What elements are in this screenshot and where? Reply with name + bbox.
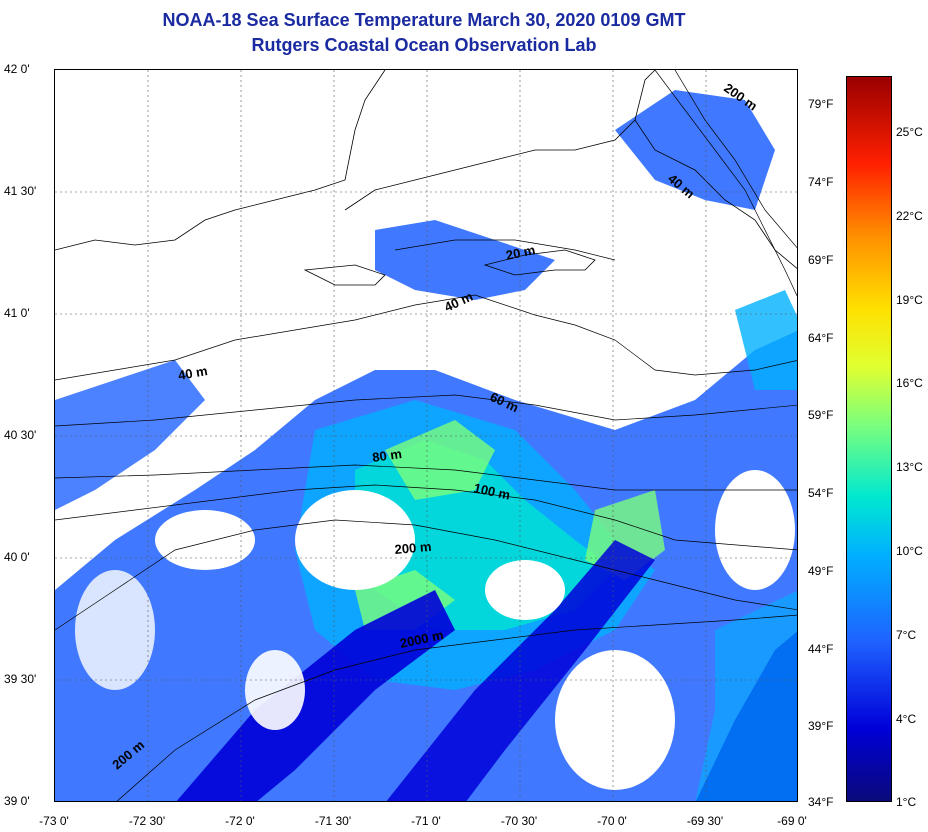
isobath-40m-west	[55, 294, 476, 381]
sst-map-graphic: 20 m 40 m 40 m 40 m 60 m 80 m 100 m 200 …	[55, 70, 797, 801]
celsius-label: 7°C	[896, 628, 917, 642]
contour-label: 20 m	[505, 242, 537, 263]
sst-north-patch-1	[375, 220, 555, 300]
fahrenheit-label: 39°F	[808, 719, 834, 733]
celsius-label: 13°C	[896, 460, 923, 474]
fahrenheit-label: 69°F	[808, 253, 834, 267]
sst-dark-streak-2	[386, 540, 655, 801]
sst-west-patch	[55, 360, 205, 510]
sst-south-right	[695, 590, 797, 801]
fahrenheit-label: 44°F	[808, 642, 834, 656]
map-subtitle: Rutgers Coastal Ocean Observation Lab	[251, 35, 597, 55]
isobath-2000m	[116, 614, 797, 801]
graticule	[55, 70, 797, 801]
sst-green-patch-1	[385, 420, 495, 500]
celsius-label: 4°C	[896, 712, 917, 726]
lat-tick-label: 39 30'	[4, 672, 37, 686]
contour-label: 200 m	[394, 539, 432, 557]
fahrenheit-label: 49°F	[808, 564, 834, 578]
fahrenheit-label: 59°F	[808, 408, 834, 422]
lat-tick-label: 39 0'	[4, 794, 30, 808]
cloud-gap-7	[75, 570, 155, 690]
lat-tick-label: 42 0'	[4, 62, 30, 76]
lon-tick-label: -71 0'	[411, 814, 441, 828]
celsius-label: 22°C	[896, 209, 923, 223]
cloud-gap-4	[555, 650, 675, 790]
fahrenheit-label: 34°F	[808, 795, 834, 809]
isobath-gom	[654, 70, 797, 297]
cloud-gap-6	[155, 510, 255, 570]
lat-tick-label: 40 30'	[4, 428, 37, 442]
fahrenheit-label: 79°F	[808, 97, 834, 111]
lon-tick-label: -71 30'	[314, 814, 352, 828]
celsius-label: 1°C	[896, 795, 917, 809]
lon-tick-label: -70 30'	[500, 814, 538, 828]
fahrenheit-label: 54°F	[808, 486, 834, 500]
lon-tick-label: -70 0'	[597, 814, 627, 828]
lat-tick-label: 41 0'	[4, 306, 30, 320]
isobath-20m	[394, 239, 616, 261]
cloud-gap-5	[715, 470, 795, 590]
isobath-40m-mid	[474, 294, 797, 376]
temperature-colorbar	[846, 76, 892, 802]
sst-map: 20 m 40 m 40 m 40 m 60 m 80 m 100 m 200 …	[54, 69, 798, 802]
map-title: NOAA-18 Sea Surface Temperature March 30…	[162, 10, 686, 30]
cloud-gap-2	[485, 560, 565, 620]
lat-tick-label: 40 0'	[4, 550, 30, 564]
isobaths	[55, 70, 797, 801]
sst-north-patch-3	[735, 290, 797, 390]
lon-tick-label: -72 0'	[225, 814, 255, 828]
sst-field	[55, 90, 797, 801]
lat-tick-label: 41 30'	[4, 184, 37, 198]
lon-tick-label: -72 30'	[128, 814, 166, 828]
isobath-80m	[55, 464, 797, 491]
fahrenheit-label: 64°F	[808, 331, 834, 345]
celsius-label: 25°C	[896, 125, 923, 139]
sst-north-patch-2	[615, 90, 775, 210]
contour-label: 100 m	[472, 480, 511, 502]
isobath-200m	[55, 519, 797, 631]
cloud-gap-1	[295, 490, 415, 590]
lon-tick-label: -73 0'	[39, 814, 69, 828]
isobath-60m	[55, 394, 797, 427]
isobath-100m	[55, 484, 797, 551]
celsius-label: 10°C	[896, 544, 923, 558]
lon-tick-label: -69 0'	[777, 814, 807, 828]
contour-label: 40 m	[177, 363, 209, 383]
isobath-gom-2	[674, 70, 797, 249]
sst-dark-streak-1	[176, 590, 455, 801]
lon-tick-label: -69 30'	[686, 814, 724, 828]
celsius-label: 16°C	[896, 376, 923, 390]
cloud-gap-3	[245, 650, 305, 730]
contour-label: 80 m	[371, 446, 402, 465]
fahrenheit-label: 74°F	[808, 175, 834, 189]
celsius-label: 19°C	[896, 293, 923, 307]
